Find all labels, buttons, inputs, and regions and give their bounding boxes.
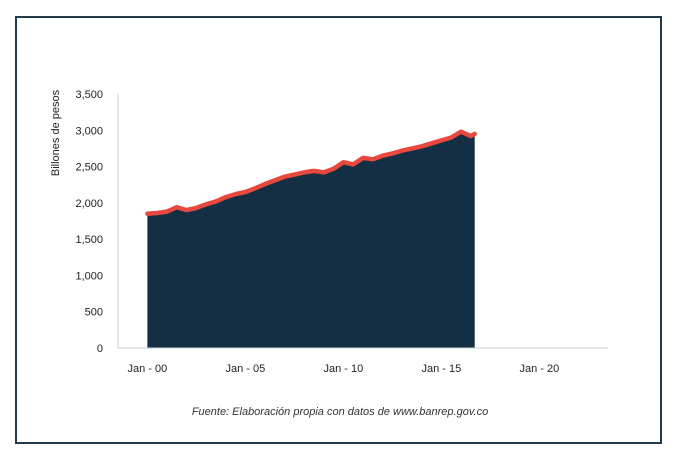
y-axis-label: Billones de pesos (50, 89, 62, 176)
x-tick-label: Jan - 00 (128, 363, 168, 375)
y-tick-label: 1,500 (75, 234, 103, 246)
x-tick-label: Jan - 15 (422, 363, 462, 375)
y-tick-label: 0 (97, 343, 103, 355)
y-axis-ticks: 0 500 1,000 1,500 2,000 2,500 3,000 3,500 (75, 89, 103, 355)
x-tick-label: Jan - 10 (324, 363, 364, 375)
source-note: Fuente: Elaboración propia con datos de … (191, 406, 489, 418)
area-fill (147, 131, 475, 348)
x-axis-ticks: Jan - 00 Jan - 05 Jan - 10 Jan - 15 Jan - 20 (128, 363, 560, 375)
y-tick-label: 2,500 (75, 162, 103, 174)
y-tick-label: 3,000 (75, 125, 103, 137)
y-tick-label: 2,000 (75, 198, 103, 210)
y-tick-label: 1,000 (75, 270, 103, 282)
y-tick-label: 500 (85, 307, 103, 319)
x-tick-label: Jan - 05 (226, 363, 266, 375)
series-line (145, 129, 477, 216)
x-tick-label: Jan - 20 (520, 363, 560, 375)
y-tick-label: 3,500 (75, 89, 103, 101)
